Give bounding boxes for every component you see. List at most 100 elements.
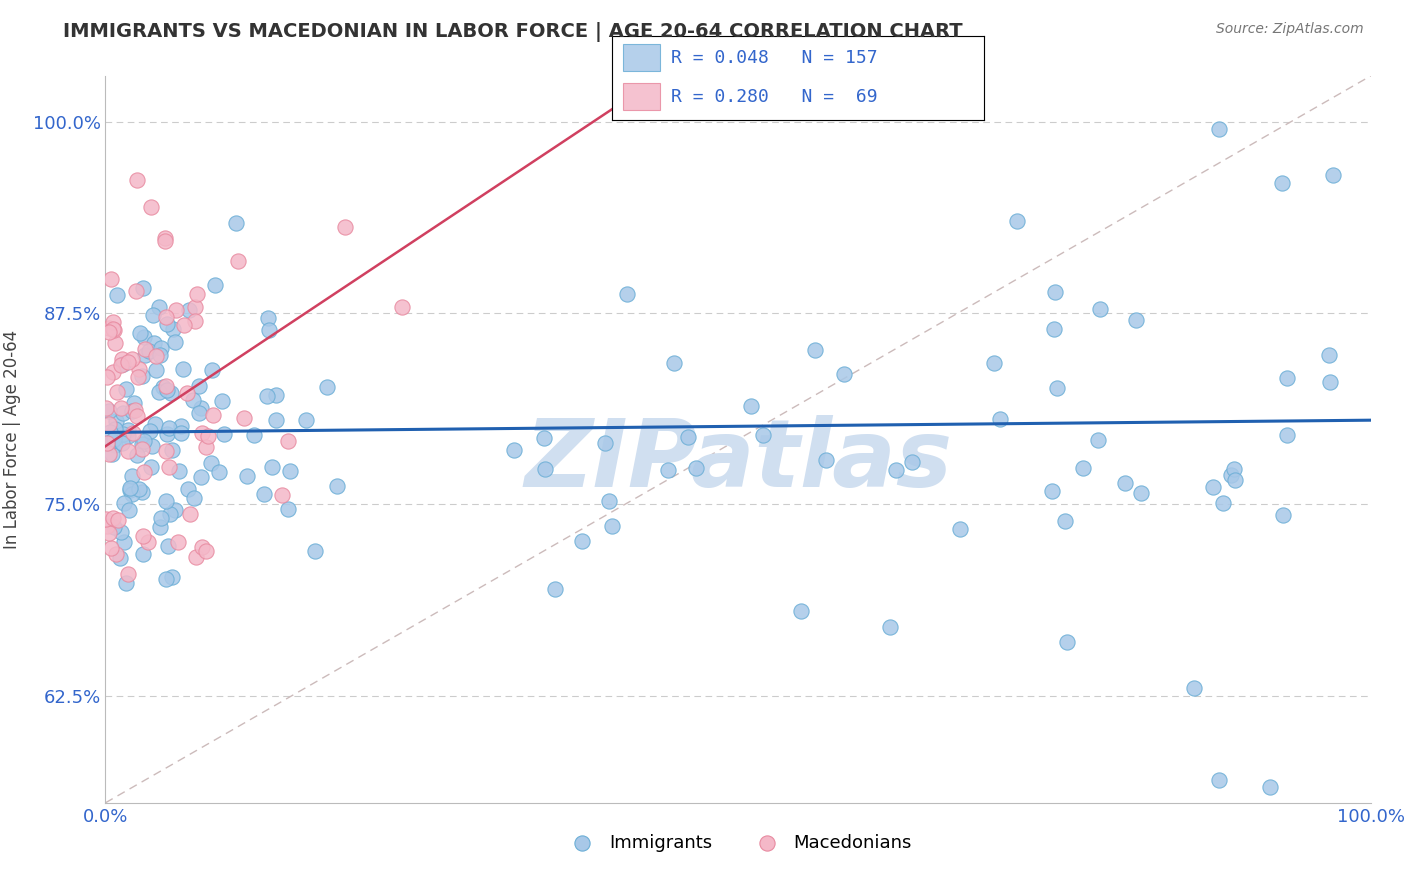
Legend: Immigrants, Macedonians: Immigrants, Macedonians	[557, 827, 920, 859]
Immigrants	[257, 323, 280, 337]
Immigrants	[156, 427, 179, 442]
Immigrants	[138, 344, 160, 359]
Immigrants	[103, 520, 125, 534]
Immigrants	[157, 539, 180, 553]
Macedonians	[96, 435, 118, 450]
Immigrants	[139, 424, 162, 438]
Immigrants	[131, 281, 153, 295]
Macedonians	[228, 254, 250, 268]
Immigrants	[295, 413, 318, 427]
Immigrants	[1040, 484, 1063, 499]
Immigrants	[1319, 375, 1341, 389]
Macedonians	[103, 323, 125, 337]
Immigrants	[256, 311, 278, 326]
Macedonians	[131, 442, 153, 457]
Macedonians	[179, 507, 201, 521]
Macedonians	[232, 410, 254, 425]
Immigrants	[148, 520, 170, 534]
Macedonians	[98, 321, 121, 335]
Immigrants	[211, 394, 233, 409]
Immigrants	[139, 460, 162, 475]
Immigrants	[155, 572, 177, 586]
Macedonians	[127, 173, 149, 187]
Immigrants	[148, 384, 170, 399]
Immigrants	[98, 425, 121, 440]
Macedonians	[153, 234, 176, 248]
Immigrants	[115, 382, 138, 396]
Immigrants	[208, 465, 231, 479]
Macedonians	[104, 335, 127, 350]
Immigrants	[315, 379, 337, 393]
Macedonians	[191, 540, 214, 554]
Immigrants	[117, 429, 139, 443]
Immigrants	[160, 569, 183, 583]
Immigrants	[1322, 169, 1344, 183]
Macedonians	[132, 465, 155, 479]
Macedonians	[134, 343, 156, 357]
Immigrants	[176, 482, 198, 496]
Immigrants	[236, 469, 259, 483]
Macedonians	[122, 426, 145, 441]
Macedonians	[128, 362, 150, 376]
Immigrants	[190, 401, 212, 415]
Immigrants	[264, 388, 287, 402]
Immigrants	[1114, 475, 1136, 490]
Immigrants	[571, 533, 593, 548]
Macedonians	[155, 310, 177, 324]
Immigrants	[131, 437, 153, 451]
Immigrants	[156, 317, 179, 331]
Immigrants	[125, 448, 148, 462]
Macedonians	[101, 315, 124, 329]
Immigrants	[121, 469, 143, 483]
Macedonians	[100, 541, 122, 555]
Macedonians	[96, 519, 118, 533]
Macedonians	[117, 567, 139, 582]
Immigrants	[983, 356, 1005, 370]
Macedonians	[96, 512, 118, 526]
Immigrants	[142, 309, 165, 323]
Immigrants	[1090, 302, 1112, 317]
Immigrants	[97, 403, 120, 417]
Immigrants	[131, 485, 153, 500]
Macedonians	[186, 550, 208, 565]
Immigrants	[1219, 468, 1241, 483]
Immigrants	[253, 487, 276, 501]
Immigrants	[1208, 122, 1230, 136]
Immigrants	[1225, 473, 1247, 487]
Macedonians	[271, 488, 294, 502]
Macedonians	[173, 318, 195, 333]
Immigrants	[131, 548, 153, 562]
Macedonians	[111, 351, 134, 366]
Immigrants	[657, 463, 679, 477]
Immigrants	[804, 343, 827, 357]
Immigrants	[167, 464, 190, 478]
Immigrants	[1272, 508, 1295, 523]
Immigrants	[105, 414, 128, 428]
Immigrants	[162, 322, 184, 336]
Immigrants	[103, 432, 125, 446]
Immigrants	[143, 417, 166, 431]
Macedonians	[145, 349, 167, 363]
Immigrants	[179, 302, 201, 317]
Immigrants	[111, 357, 134, 371]
Immigrants	[277, 501, 299, 516]
Immigrants	[114, 496, 136, 510]
Immigrants	[148, 300, 170, 314]
Immigrants	[201, 363, 224, 377]
Text: Source: ZipAtlas.com: Source: ZipAtlas.com	[1216, 22, 1364, 37]
Immigrants	[200, 456, 222, 470]
Immigrants	[225, 216, 247, 230]
Immigrants	[593, 435, 616, 450]
Macedonians	[124, 403, 146, 417]
Immigrants	[264, 413, 287, 427]
Macedonians	[141, 201, 163, 215]
Macedonians	[96, 369, 118, 384]
Immigrants	[143, 336, 166, 351]
Immigrants	[1005, 214, 1028, 228]
Immigrants	[1125, 313, 1147, 327]
Immigrants	[1046, 382, 1069, 396]
Immigrants	[170, 426, 193, 441]
Immigrants	[600, 519, 623, 533]
Immigrants	[326, 479, 349, 493]
Immigrants	[901, 455, 924, 469]
